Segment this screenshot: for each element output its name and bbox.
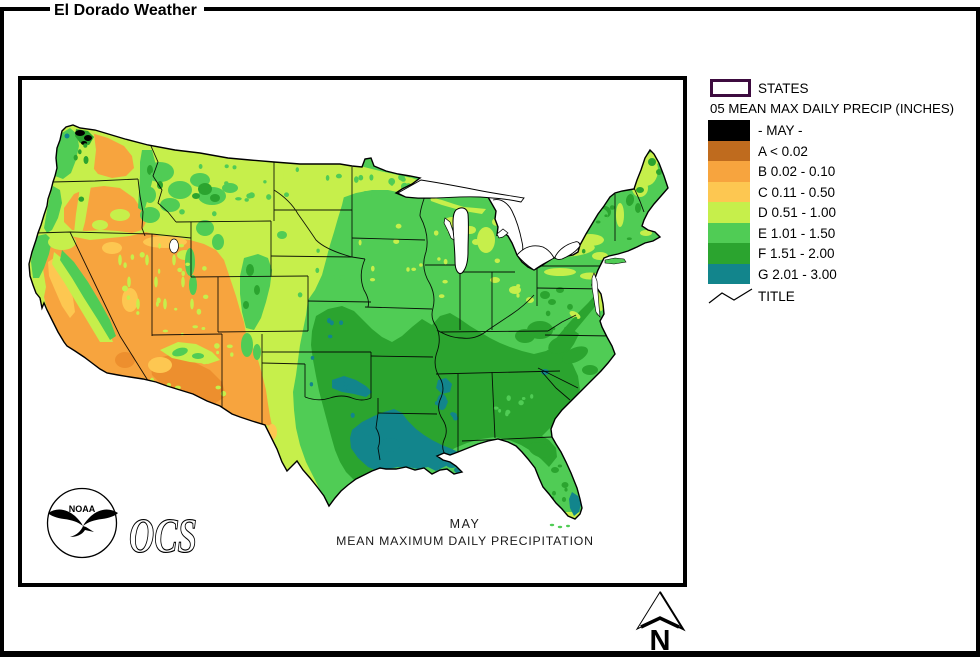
svg-text:OCS: OCS [129, 508, 197, 563]
svg-text:N: N [650, 625, 671, 654]
svg-text:NOAA: NOAA [69, 504, 96, 514]
